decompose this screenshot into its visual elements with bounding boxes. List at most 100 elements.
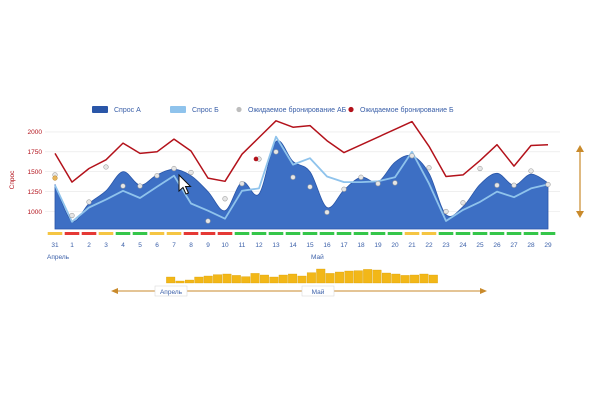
status-cell (523, 232, 539, 235)
expected-booking-ab-point[interactable] (375, 181, 381, 187)
y-axis-ticks: 1000 1250 1500 1750 2000 (28, 129, 43, 216)
x-tick-label: 16 (323, 242, 331, 249)
x-tick-label: 9 (206, 242, 210, 249)
x-tick-label: 20 (391, 242, 399, 249)
vertical-range-arrow-up-icon[interactable] (576, 145, 584, 152)
vertical-range-arrow-down-icon[interactable] (576, 211, 584, 218)
x-axis-labels: 31 1 2 3 4 5 6 7 8 9 10 11 12 13 14 15 16 17 18 19 20 21 22 23 2… (51, 242, 552, 249)
navigator-bar (400, 275, 410, 284)
vertical-range-handle[interactable] (576, 145, 584, 218)
navigator-bar (288, 273, 298, 284)
expected-booking-ab-point[interactable] (392, 180, 398, 186)
status-cell (217, 232, 233, 235)
x-tick-label: 3 (104, 242, 108, 249)
x-tick-label: 13 (272, 242, 280, 249)
navigator-bar (428, 274, 438, 284)
expected-booking-ab-point[interactable] (290, 174, 296, 180)
x-tick-label: 23 (442, 242, 450, 249)
status-cell (98, 232, 114, 235)
navigator-right-arrow-icon[interactable] (480, 288, 487, 294)
expected-booking-ab-point[interactable] (460, 200, 466, 206)
status-cell (370, 232, 386, 235)
navigator-april-label: Апрель (160, 289, 183, 296)
expected-booking-ab-point[interactable] (222, 196, 228, 202)
expected-booking-ab-point[interactable] (69, 212, 75, 219)
expected-booking-ab-point[interactable] (545, 181, 551, 188)
mouse-cursor-icon (178, 173, 192, 195)
status-cell (455, 232, 471, 235)
x-tick-label: 21 (408, 242, 416, 249)
expected-booking-ab-point[interactable] (52, 175, 58, 181)
legend-item-demand-b[interactable]: Спрос Б (170, 106, 219, 114)
navigator-bar (335, 271, 344, 284)
expected-booking-ab-point[interactable] (86, 199, 92, 205)
status-cell (166, 232, 182, 235)
navigator-bar (269, 276, 279, 284)
legend-item-demand-a[interactable]: Спрос А (92, 106, 141, 114)
navigator-range-selector[interactable]: Апрель Май (111, 285, 487, 297)
y-tick-label: 2000 (28, 129, 43, 136)
navigator-bars[interactable] (166, 268, 438, 284)
status-cell (200, 232, 216, 235)
navigator-bar (363, 269, 373, 284)
legend-item-expected-ab[interactable]: Ожидаемое бронирование АБ (236, 106, 347, 114)
expected-booking-ab-point[interactable] (358, 174, 364, 180)
x-tick-label: 15 (306, 242, 314, 249)
status-cell (472, 232, 488, 235)
navigator-may-box (301, 285, 335, 297)
x-tick-label: 17 (340, 242, 348, 249)
expected-booking-ab-point[interactable] (409, 153, 415, 159)
legend-label-expected-b: Ожидаемое бронирование Б (360, 106, 454, 114)
expected-booking-ab-point[interactable] (120, 183, 126, 189)
x-tick-label: 4 (121, 242, 125, 249)
status-cell (489, 232, 505, 235)
x-tick-label: 5 (138, 242, 142, 249)
x-tick-label: 7 (172, 242, 176, 249)
series-expected-booking-ab (52, 149, 551, 224)
status-cell (183, 232, 199, 235)
expected-booking-ab-point[interactable] (273, 149, 279, 155)
expected-booking-ab-point[interactable] (528, 168, 534, 174)
expected-booking-ab-point[interactable] (511, 182, 517, 188)
expected-booking-ab-point[interactable] (324, 209, 330, 215)
expected-booking-ab-point[interactable] (494, 182, 500, 188)
legend-dot-expected-ab (236, 106, 242, 113)
expected-booking-ab-point[interactable] (307, 184, 313, 190)
expected-booking-ab-point[interactable] (103, 164, 109, 170)
expected-booking-ab-point[interactable] (137, 183, 143, 189)
expected-booking-ab-point[interactable] (188, 169, 194, 176)
x-tick-label: 8 (189, 242, 193, 249)
expected-booking-ab-point[interactable] (443, 208, 449, 215)
expected-booking-ab-point[interactable] (154, 173, 160, 179)
x-tick-label: 12 (255, 242, 263, 249)
expected-booking-ab-point[interactable] (239, 181, 245, 187)
expected-booking-b-line (54, 120, 549, 183)
status-cell (268, 232, 284, 235)
status-cell (438, 232, 454, 235)
status-strip (47, 232, 556, 235)
x-tick-label: 19 (374, 242, 382, 249)
x-tick-label: 27 (510, 242, 518, 249)
legend-dot-expected-b (348, 106, 354, 113)
x-month-april: Апрель (47, 254, 70, 261)
legend: Спрос А Спрос Б Ожидаемое бронирование А… (92, 106, 454, 114)
expected-booking-ab-point[interactable] (205, 218, 211, 224)
series-demand-b (54, 135, 549, 223)
status-cell (132, 232, 148, 235)
expected-booking-ab-point[interactable] (171, 165, 177, 172)
expected-booking-ab-point[interactable] (341, 186, 347, 192)
status-cell (64, 232, 80, 235)
series-expected-booking-b (54, 120, 549, 183)
expected-booking-ab-point[interactable] (477, 165, 483, 172)
legend-item-expected-b[interactable]: Ожидаемое бронирование Б (348, 106, 454, 114)
expected-booking-ab-point[interactable] (426, 165, 432, 171)
y-tick-label: 1250 (28, 189, 43, 196)
expected-booking-b-point[interactable] (253, 156, 259, 162)
status-cell (319, 232, 335, 235)
navigator-left-arrow-icon[interactable] (111, 288, 118, 294)
navigator-bar (250, 273, 260, 284)
navigator-bar (231, 275, 241, 284)
x-tick-label: 24 (459, 242, 467, 249)
status-cell (336, 232, 352, 235)
